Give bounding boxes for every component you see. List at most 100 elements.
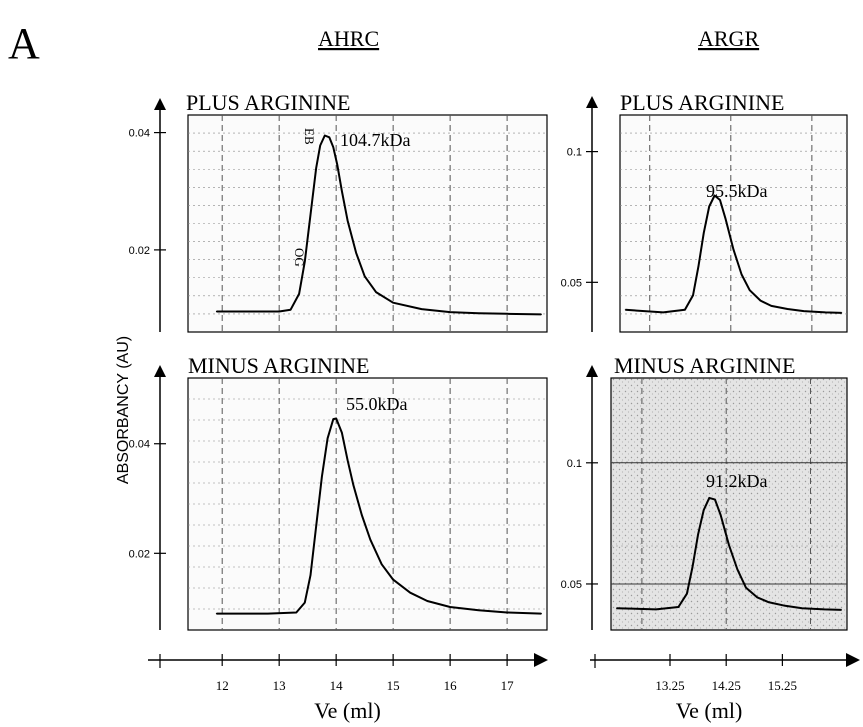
column-title-right: ARGR	[698, 26, 759, 51]
data-point	[616, 607, 618, 609]
data-point	[840, 609, 843, 611]
data-point	[697, 266, 700, 268]
panel-ahrc_plus: PLUS ARGININE 104.7kDa EB OG	[186, 90, 548, 333]
series-line	[216, 134, 542, 316]
panel-letter: A	[8, 19, 40, 68]
data-point	[215, 310, 218, 313]
data-point	[708, 205, 710, 208]
axes-layer: 0.02 0.04 0.02 0.04 0.05 0.1 0.05 0.1 12 13 14 15 16…	[129, 96, 860, 723]
data-point	[267, 613, 269, 615]
data-point	[724, 217, 727, 219]
panel-title: PLUS ARGININE	[620, 90, 784, 115]
y-axis-ahrc_plus: 0.02 0.04	[129, 98, 166, 332]
data-point	[756, 596, 758, 598]
y-tick-label: 0.05	[561, 277, 582, 289]
x-tick-label: 15	[387, 678, 400, 693]
data-point	[341, 190, 343, 192]
data-point	[478, 312, 480, 314]
data-point	[801, 607, 803, 609]
panel-title: PLUS ARGININE	[186, 90, 350, 115]
peak-marker-label: OG	[292, 248, 307, 267]
data-point	[341, 432, 343, 434]
data-point	[684, 309, 686, 311]
data-point	[332, 146, 334, 148]
x-tick-label: 16	[444, 678, 458, 693]
data-point	[375, 291, 377, 293]
data-point	[749, 289, 751, 291]
y-axis-argr_plus: 0.05 0.1	[561, 96, 598, 332]
y-axis-argr_minus: 0.05 0.1	[561, 365, 598, 630]
data-point	[506, 313, 508, 315]
data-point	[347, 220, 349, 222]
data-point	[732, 249, 735, 251]
data-point	[290, 309, 292, 311]
data-point	[719, 199, 721, 201]
data-point	[309, 214, 312, 216]
peak-marker-label: EB	[302, 128, 317, 145]
x-axis-arrow	[534, 653, 548, 667]
x-tick-label: 14.25	[712, 678, 741, 693]
data-point	[298, 293, 300, 295]
data-point	[692, 294, 694, 296]
data-point	[315, 167, 317, 169]
data-point	[540, 313, 542, 315]
x-axis-arrow	[846, 653, 860, 667]
data-point	[686, 593, 688, 595]
data-point	[745, 587, 747, 589]
data-point	[392, 579, 394, 581]
data-point	[361, 514, 363, 516]
y-tick-label: 0.02	[129, 548, 150, 560]
y-tick-label: 0.1	[567, 147, 582, 159]
data-point	[327, 437, 329, 439]
x-tick-label: 13.25	[655, 678, 684, 693]
panel-frame	[619, 114, 848, 333]
data-point	[720, 514, 722, 516]
data-point	[426, 600, 428, 602]
data-point	[409, 592, 411, 594]
data-point	[786, 308, 789, 310]
data-point	[421, 308, 423, 310]
data-point	[736, 568, 739, 571]
data-point	[728, 544, 730, 546]
data-point	[708, 497, 710, 499]
data-point	[741, 273, 743, 276]
data-point	[309, 574, 312, 576]
data-point	[315, 525, 317, 527]
data-point	[369, 539, 371, 541]
data-point	[714, 194, 716, 197]
y-tick-label: 0.1	[567, 458, 582, 470]
y-tick-label: 0.04	[129, 128, 150, 140]
data-point	[328, 136, 330, 138]
x-tick-label: 17	[501, 678, 515, 693]
x-tick-label: 13	[273, 678, 286, 693]
data-point	[841, 312, 843, 314]
panel-ahrc_minus: MINUS ARGININE 55.0kDa	[187, 353, 548, 631]
data-point	[784, 605, 786, 607]
data-point	[321, 476, 323, 478]
x-axis-label: Ve (ml)	[676, 698, 743, 723]
data-point	[352, 484, 354, 486]
data-point	[449, 606, 451, 608]
data-point	[677, 606, 680, 608]
data-point	[767, 601, 769, 603]
peak-annotation: 55.0kDa	[346, 394, 408, 414]
panel-frame	[610, 377, 848, 631]
peak-annotation: 91.2kDa	[706, 471, 768, 491]
y-tick-label: 0.05	[561, 579, 582, 591]
data-point	[703, 509, 705, 511]
data-point	[278, 310, 280, 313]
data-point	[823, 608, 826, 611]
y-axis-arrow	[586, 96, 598, 108]
x-axis-left: 12 13 14 15 16 17 Ve (ml)	[148, 653, 548, 723]
data-point	[295, 611, 297, 614]
data-point	[478, 609, 480, 611]
x-tick-label: 15.25	[768, 678, 797, 693]
panel-frame	[187, 377, 548, 631]
panel-frame	[187, 114, 548, 333]
y-axis-arrow	[154, 365, 166, 377]
panel-argr_plus: PLUS ARGININE 95.5kDa	[619, 90, 848, 333]
data-point	[332, 418, 334, 420]
data-point	[364, 275, 366, 277]
peak-annotation: 104.7kDa	[340, 130, 411, 150]
